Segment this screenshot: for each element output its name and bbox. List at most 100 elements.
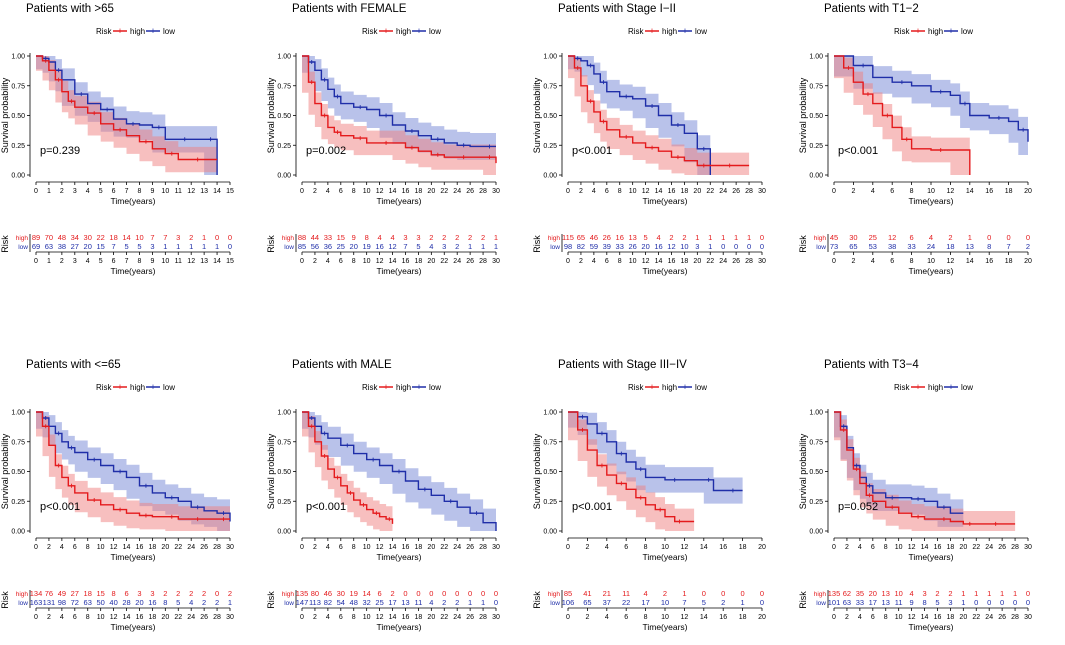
risk-count-low: 26 [628,242,636,251]
risk-count-high: 20 [869,589,877,598]
risk-count-high: 0 [442,589,446,598]
risk-x-tick-label: 6 [890,258,894,265]
high-censor-mark [309,424,314,429]
risk-count-low: 11 [895,598,903,607]
x-tick-label: 24 [985,544,993,551]
x-tick-label: 15 [226,188,234,195]
legend-high-plus: + [383,26,388,36]
x-tick-label: 6 [605,188,609,195]
risk-x-tick-label: 1 [47,258,51,265]
risk-count-low: 19 [362,242,370,251]
high-survival-curve [302,411,394,524]
risk-count-high: 13 [628,233,636,242]
low-censor-mark [384,113,389,118]
risk-x-tick-label: 0 [300,614,304,621]
low-censor-mark [448,499,453,504]
legend-title: Risk [362,27,379,36]
risk-x-tick-label: 26 [466,258,474,265]
x-axis-label: Time(years) [110,552,155,562]
risk-table-label: Risk [532,235,542,253]
risk-count-low: 10 [680,242,688,251]
risk-x-tick-label: 0 [300,258,304,265]
risk-count-high: 2 [663,589,667,598]
risk-x-tick-label: 2 [845,614,849,621]
legend-high-label: high [130,27,145,36]
risk-row-label-low: low [550,600,560,607]
risk-count-low: 32 [362,598,370,607]
y-tick-label: 0.50 [11,113,25,120]
risk-count-low: 69 [32,242,40,251]
high-censor-mark [143,139,148,144]
high-censor-mark [195,157,200,162]
x-tick-label: 22 [440,544,448,551]
high-ci-band [568,56,750,175]
risk-table-label: Risk [266,591,276,609]
risk-x-tick-label: 14 [921,614,929,621]
y-tick-label: 0.25 [277,499,291,506]
y-tick-label: 0.50 [277,113,291,120]
x-axis-label: Time(years) [642,196,687,206]
risk-x-tick-label: 18 [415,614,423,621]
y-tick-label: 0.00 [11,173,25,180]
risk-count-low: 24 [927,242,935,251]
x-tick-label: 0 [34,188,38,195]
risk-count-high: 27 [71,589,79,598]
x-tick-label: 2 [851,188,855,195]
y-tick-label: 0.50 [543,469,557,476]
low-censor-mark [422,487,427,492]
risk-count-high: 2 [455,233,459,242]
high-censor-mark [43,424,48,429]
risk-count-high: 26 [603,233,611,242]
risk-x-tick-label: 0 [832,258,836,265]
risk-count-low: 48 [350,598,358,607]
risk-x-tick-label: 30 [1024,614,1032,621]
risk-x-tick-label: 12 [642,258,650,265]
risk-count-high: 70 [45,233,53,242]
high-censor-mark [143,513,148,518]
risk-count-high: 1 [1000,589,1004,598]
risk-x-tick-label: 18 [947,614,955,621]
y-tick-label: 0.25 [11,499,25,506]
legend-high-plus: + [117,382,122,392]
risk-count-low: 3 [695,242,699,251]
x-tick-label: 18 [1005,188,1013,195]
risk-x-tick-label: 20 [161,614,169,621]
high-censor-mark [169,151,174,156]
low-censor-mark [79,92,84,97]
legend-low-label: low [695,27,707,36]
x-tick-label: 30 [1024,544,1032,551]
risk-count-low: 0 [760,598,764,607]
risk-x-tick-label: 20 [693,258,701,265]
risk-x-tick-label: 18 [681,258,689,265]
risk-x-tick-label: 24 [187,614,195,621]
risk-x-tick-label: 8 [644,614,648,621]
x-tick-label: 4 [60,544,64,551]
high-censor-mark [118,127,123,132]
x-tick-label: 4 [605,544,609,551]
x-tick-label: 12 [908,544,916,551]
risk-count-low: 5 [124,242,128,251]
x-tick-label: 20 [427,544,435,551]
risk-x-tick-label: 11 [175,258,182,265]
legend-low-label: low [961,27,973,36]
x-tick-label: 18 [415,544,423,551]
risk-count-low: 36 [324,242,332,251]
low-censor-mark [588,63,593,68]
risk-x-tick-label: 4 [60,614,64,621]
low-censor-mark [56,68,61,73]
x-tick-label: 30 [492,544,500,551]
x-tick-label: 14 [921,544,929,551]
y-axis-label: Survival probability [0,77,10,153]
risk-count-low: 17 [641,598,649,607]
x-tick-label: 12 [187,188,195,195]
low-censor-mark [371,457,376,462]
high-censor-mark [435,152,440,157]
risk-count-low: 3 [442,242,446,251]
y-tick-label: 0.00 [11,529,25,536]
y-tick-label: 0.75 [11,439,25,446]
risk-count-low: 16 [148,598,156,607]
risk-count-high: 4 [910,589,914,598]
high-censor-mark [904,137,909,142]
x-tick-label: 5 [99,188,103,195]
risk-count-high: 16 [616,233,624,242]
